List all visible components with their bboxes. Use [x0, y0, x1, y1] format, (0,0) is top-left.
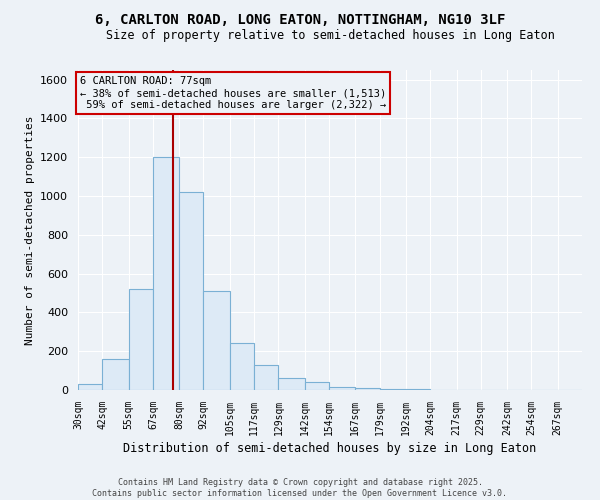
Bar	[329, 387, 355, 390]
Bar	[179, 192, 203, 390]
Bar	[230, 344, 254, 390]
Text: Contains HM Land Registry data © Crown copyright and database right 2025.
Contai: Contains HM Land Registry data © Crown c…	[92, 478, 508, 498]
Y-axis label: Number of semi-detached properties: Number of semi-detached properties	[25, 116, 35, 345]
Bar	[380, 389, 406, 390]
Bar	[278, 378, 305, 390]
Bar	[78, 384, 102, 390]
Bar	[153, 158, 179, 390]
Bar	[203, 291, 230, 390]
Text: 6 CARLTON ROAD: 77sqm
← 38% of semi-detached houses are smaller (1,513)
 59% of : 6 CARLTON ROAD: 77sqm ← 38% of semi-deta…	[80, 76, 386, 110]
Bar	[254, 365, 278, 390]
X-axis label: Distribution of semi-detached houses by size in Long Eaton: Distribution of semi-detached houses by …	[124, 442, 536, 455]
Bar	[355, 388, 380, 390]
Title: Size of property relative to semi-detached houses in Long Eaton: Size of property relative to semi-detach…	[106, 30, 554, 43]
Bar	[102, 359, 128, 390]
Bar	[128, 289, 153, 390]
Bar	[305, 382, 329, 390]
Text: 6, CARLTON ROAD, LONG EATON, NOTTINGHAM, NG10 3LF: 6, CARLTON ROAD, LONG EATON, NOTTINGHAM,…	[95, 12, 505, 26]
